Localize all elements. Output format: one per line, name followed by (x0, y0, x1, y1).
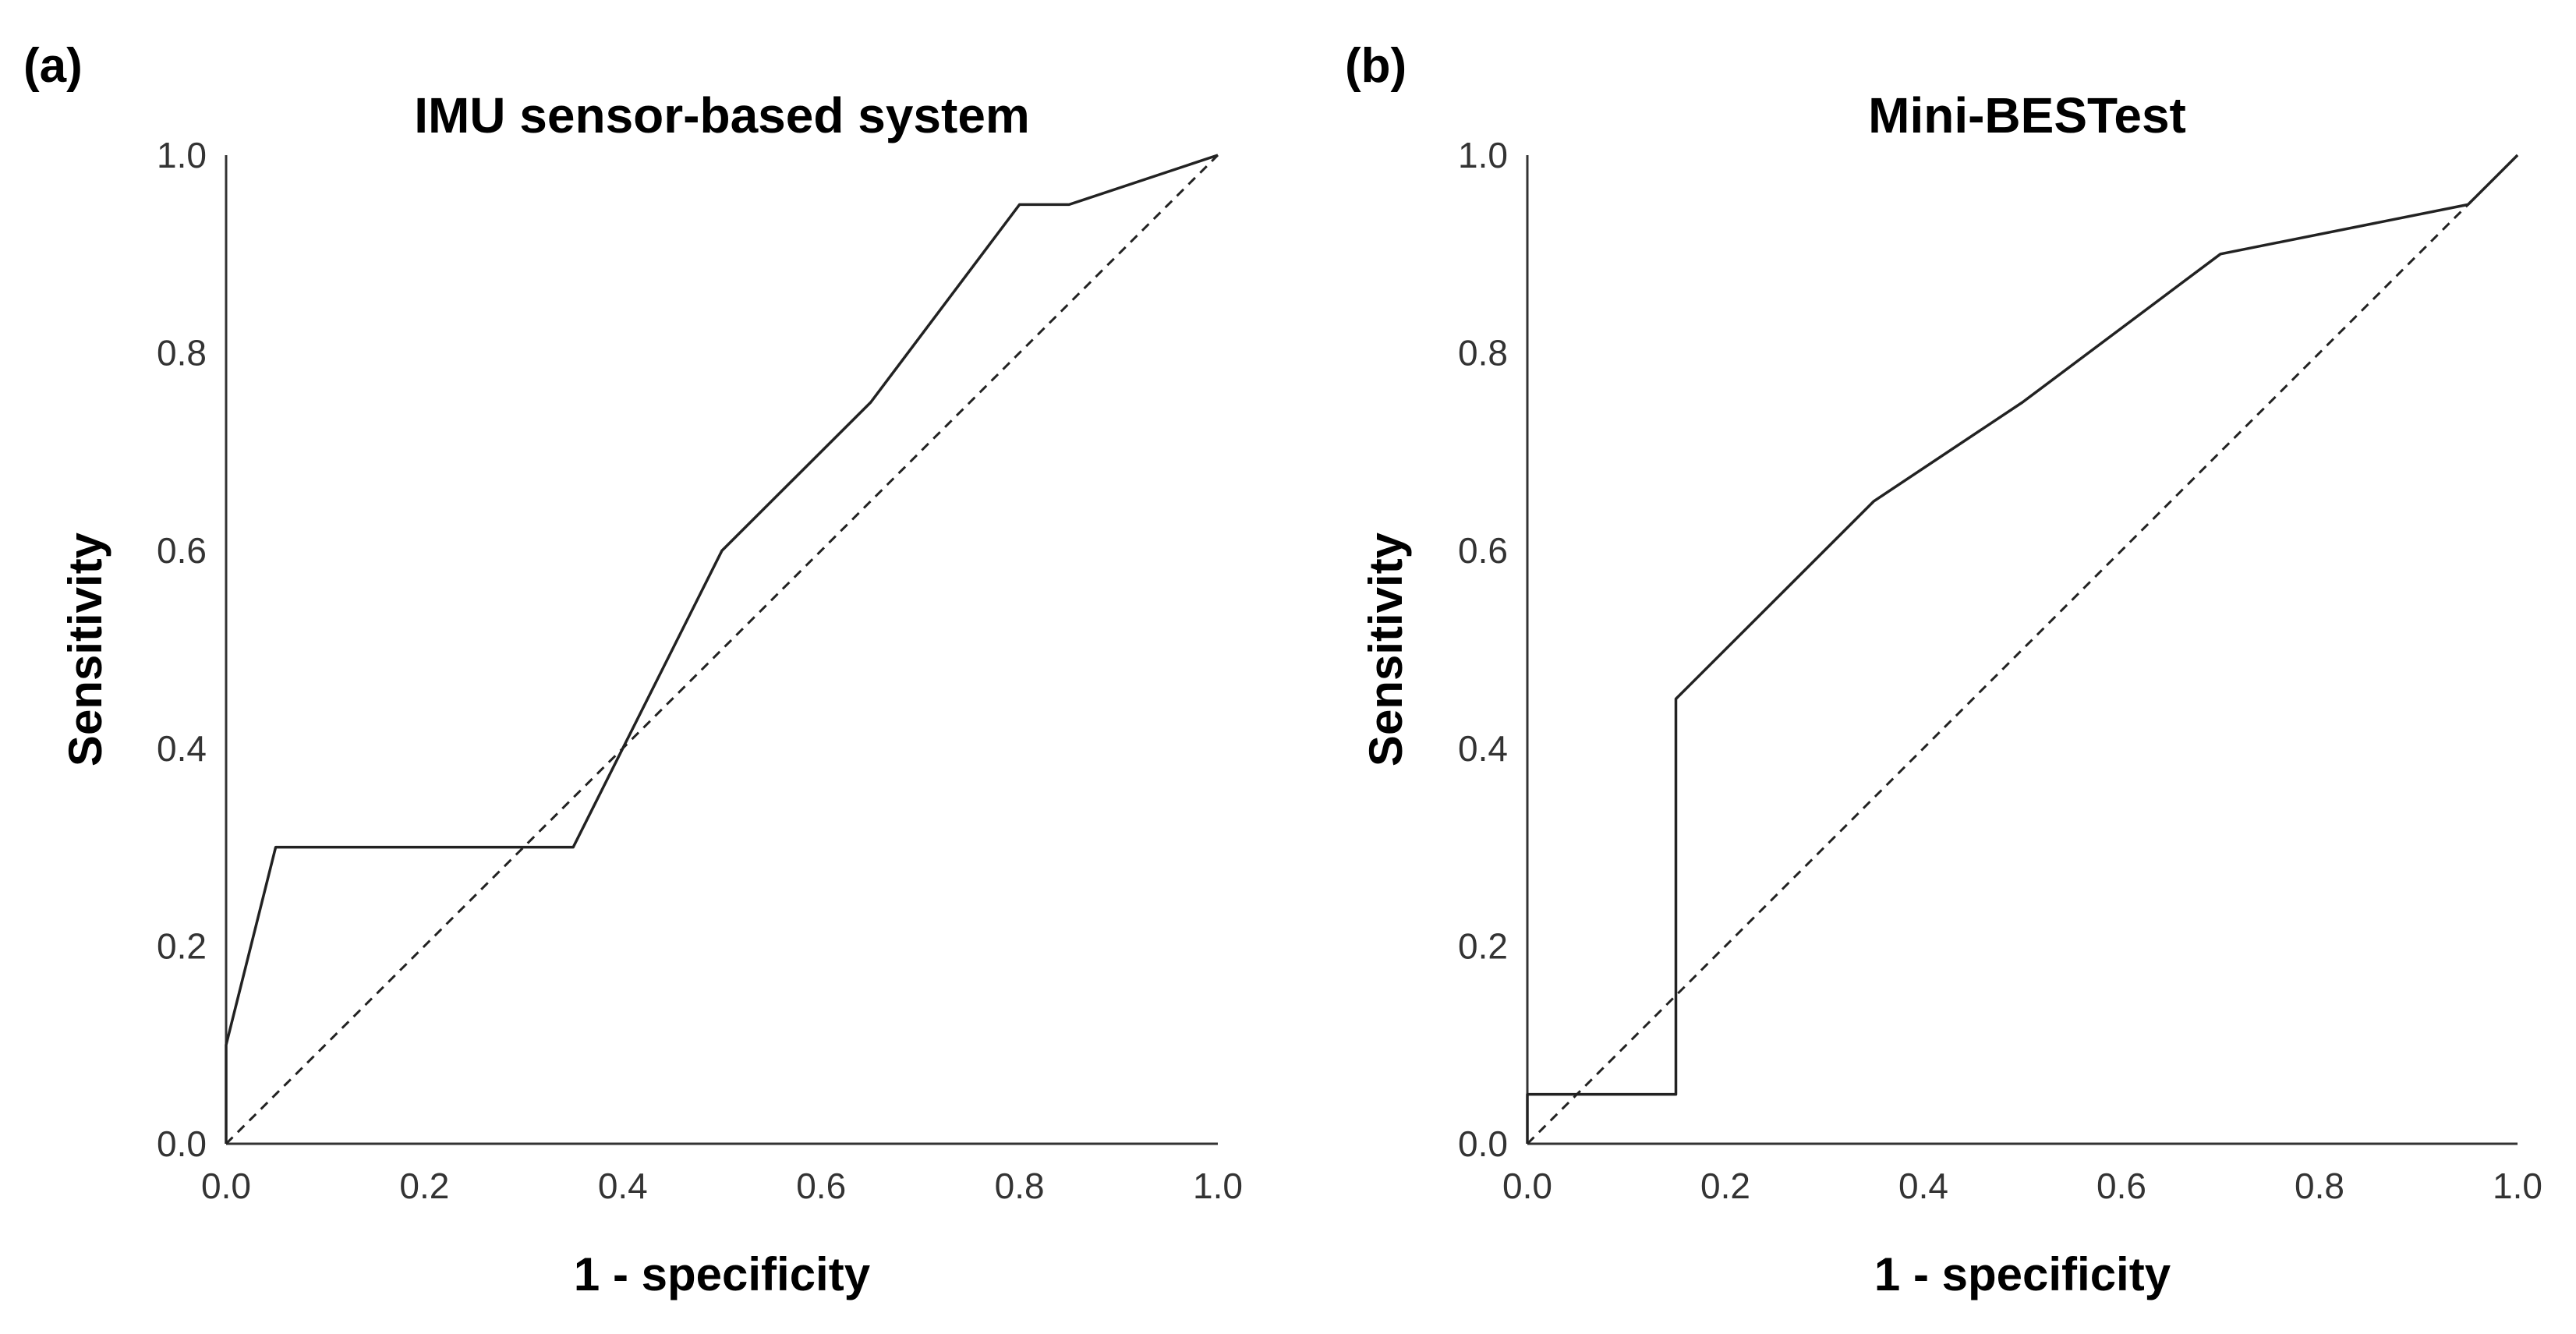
x-tick-label: 0.6 (796, 1166, 846, 1206)
y-tick-label: 0.2 (157, 925, 207, 966)
x-tick-label: 0.4 (598, 1166, 648, 1206)
y-tick-label: 0.6 (1458, 530, 1508, 571)
x-axis-label: 1 - specificity (574, 1248, 871, 1300)
y-tick-label: 1.0 (1458, 135, 1508, 175)
x-tick-label: 0.6 (2097, 1166, 2146, 1206)
y-tick-label: 0.4 (1458, 728, 1508, 769)
y-tick-label: 0.0 (157, 1123, 207, 1164)
x-tick-label: 0.8 (995, 1166, 1045, 1206)
panel-label: (a) (23, 39, 83, 93)
panel-label: (b) (1345, 39, 1407, 93)
y-axis-label: Sensitivity (59, 532, 111, 766)
x-tick-label: 0.2 (1700, 1166, 1750, 1206)
x-tick-label: 0.2 (399, 1166, 449, 1206)
x-tick-label: 0.0 (201, 1166, 251, 1206)
y-tick-label: 0.8 (157, 333, 207, 373)
roc-curve-line (225, 154, 1219, 1144)
y-tick-label: 0.4 (157, 728, 207, 769)
reference-diagonal-line (225, 154, 1219, 1145)
x-tick-label: 1.0 (2493, 1166, 2542, 1206)
y-tick-label: 1.0 (157, 135, 207, 175)
y-tick-label: 0.6 (157, 530, 207, 571)
x-tick-label: 0.4 (1898, 1166, 1948, 1206)
x-tick-label: 1.0 (1193, 1166, 1243, 1206)
roc-curve-line (1526, 154, 2519, 1144)
chart-title: IMU sensor-based system (414, 87, 1030, 143)
panel-b: (b) Mini-BESTest 0.0 0.2 0.4 0.6 0.8 1.0 0.0 0.2 0… (1345, 39, 2542, 1300)
x-tick-label: 0.8 (2295, 1166, 2344, 1206)
y-axis-label: Sensitivity (1360, 532, 1412, 766)
y-tick-label: 0.0 (1458, 1123, 1508, 1164)
reference-diagonal-line (1526, 154, 2519, 1145)
y-tick-label: 0.8 (1458, 333, 1508, 373)
chart-title: Mini-BESTest (1868, 87, 2186, 143)
x-tick-label: 0.0 (1502, 1166, 1552, 1206)
x-axis-label: 1 - specificity (1874, 1248, 2171, 1300)
y-tick-label: 0.2 (1458, 925, 1508, 966)
panel-a: (a) IMU sensor-based system 0.0 0.2 0.4 0.6 0.… (23, 39, 1243, 1300)
